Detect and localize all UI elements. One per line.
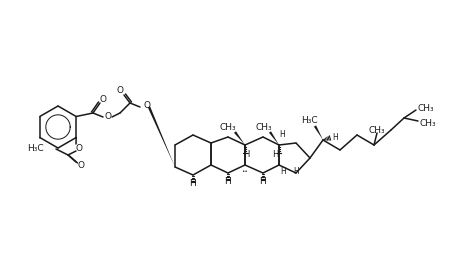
Text: ••: •• bbox=[241, 169, 248, 175]
Text: H: H bbox=[272, 150, 278, 158]
Text: H: H bbox=[331, 133, 337, 142]
Text: O: O bbox=[77, 161, 84, 169]
Text: H: H bbox=[224, 177, 231, 186]
Text: O: O bbox=[104, 111, 111, 120]
Text: O: O bbox=[116, 86, 123, 95]
Text: H: H bbox=[242, 150, 249, 158]
Text: CH₃: CH₃ bbox=[417, 103, 434, 112]
Polygon shape bbox=[313, 125, 322, 140]
Text: CH₃: CH₃ bbox=[219, 122, 236, 131]
Polygon shape bbox=[268, 131, 278, 145]
Text: O: O bbox=[75, 144, 83, 153]
Text: H: H bbox=[278, 130, 284, 139]
Text: CH₃: CH₃ bbox=[255, 122, 272, 131]
Text: H₃C: H₃C bbox=[28, 144, 44, 153]
Text: O: O bbox=[99, 95, 106, 103]
Text: H: H bbox=[259, 177, 266, 186]
Text: CH₃: CH₃ bbox=[419, 119, 436, 128]
Polygon shape bbox=[234, 131, 244, 145]
Text: H₃C: H₃C bbox=[300, 116, 317, 125]
Text: CH₃: CH₃ bbox=[368, 125, 384, 134]
Text: H: H bbox=[189, 180, 196, 188]
Text: O: O bbox=[144, 100, 151, 109]
Text: H: H bbox=[293, 167, 298, 177]
Text: H: H bbox=[279, 167, 285, 177]
Polygon shape bbox=[147, 106, 175, 167]
